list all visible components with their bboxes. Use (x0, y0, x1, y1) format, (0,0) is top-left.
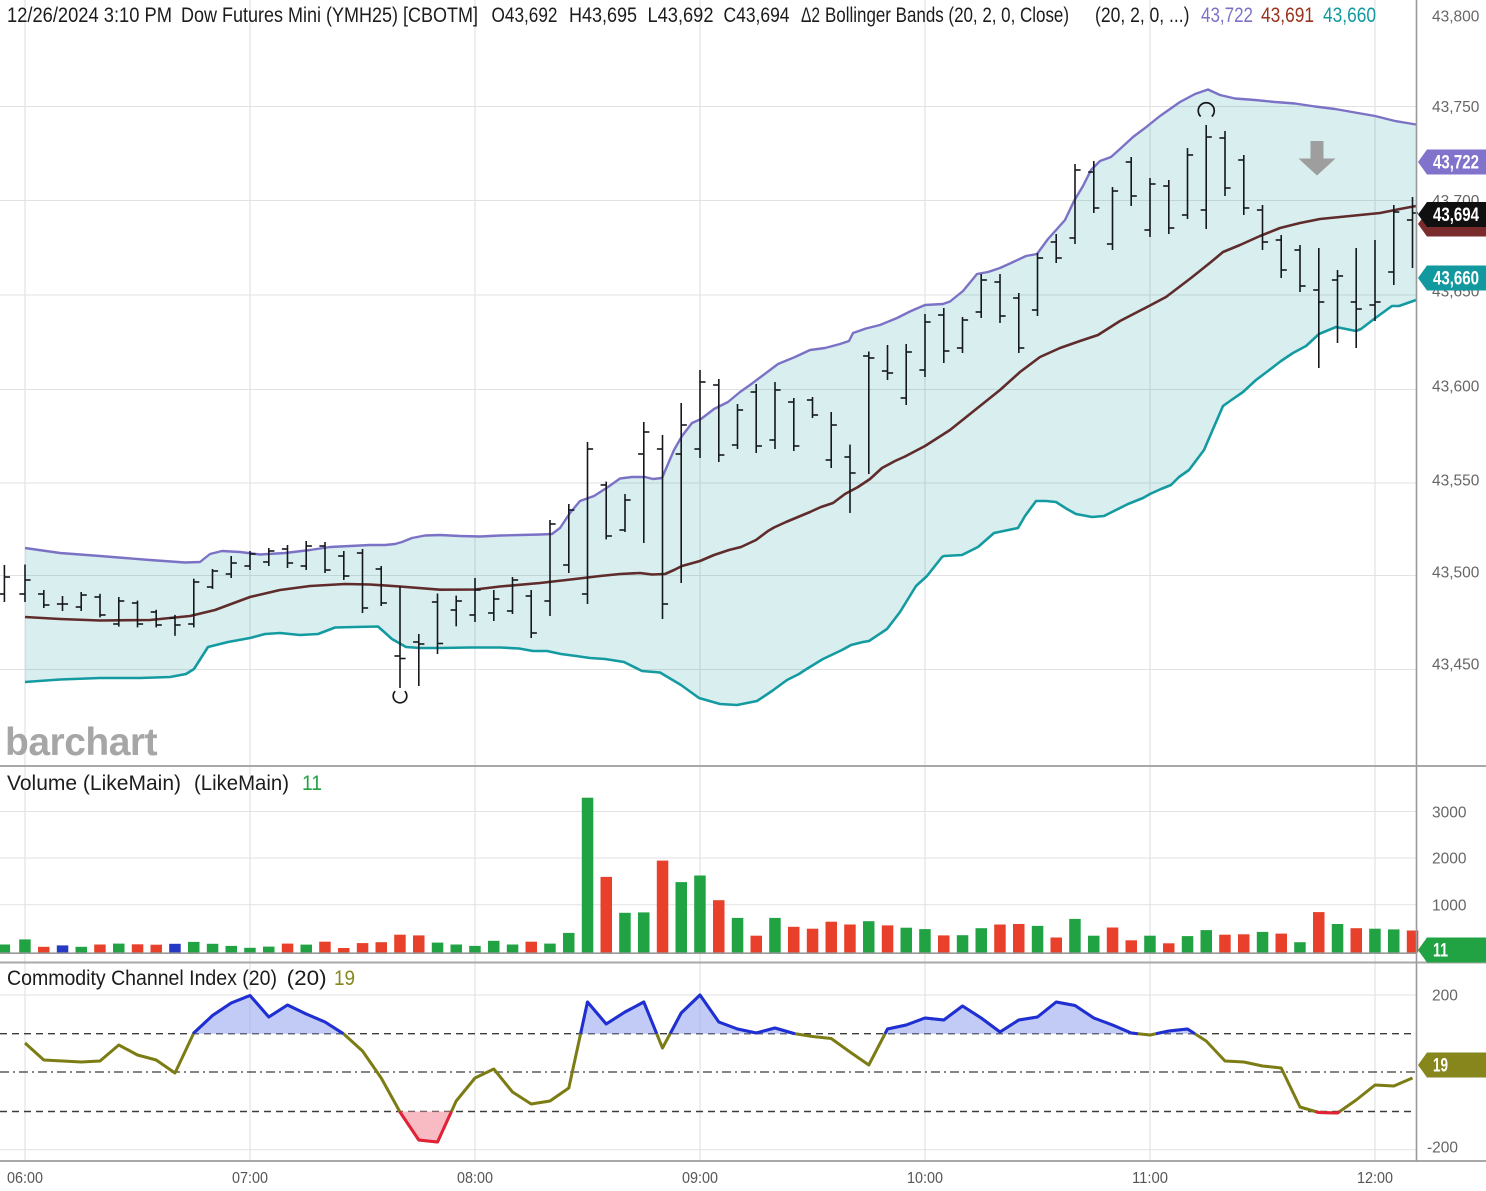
svg-text:43,800: 43,800 (1432, 9, 1480, 26)
svg-text:Volume (LikeMain): Volume (LikeMain) (7, 772, 181, 795)
svg-text:Δ2: Δ2 (801, 4, 820, 27)
svg-text:43,550: 43,550 (1432, 473, 1480, 490)
svg-text:Dow Futures Mini (YMH25) [CBOT: Dow Futures Mini (YMH25) [CBOTM] (181, 4, 478, 27)
svg-text:06:00: 06:00 (7, 1170, 43, 1187)
svg-text:3000: 3000 (1432, 805, 1467, 822)
svg-text:200: 200 (1432, 988, 1458, 1005)
svg-text:43,600: 43,600 (1432, 379, 1480, 396)
svg-text:-200: -200 (1427, 1139, 1458, 1156)
svg-text:43,500: 43,500 (1432, 565, 1480, 582)
svg-text:43,660: 43,660 (1433, 269, 1479, 290)
svg-text:Commodity Channel Index (20): Commodity Channel Index (20) (7, 967, 277, 990)
svg-text:C43,694: C43,694 (724, 4, 790, 27)
svg-text:H43,695: H43,695 (569, 4, 637, 27)
svg-text:(20): (20) (287, 967, 327, 990)
svg-text:43,722: 43,722 (1433, 153, 1479, 174)
svg-text:Bollinger Bands (20, 2, 0, Clo: Bollinger Bands (20, 2, 0, Close) (825, 4, 1069, 27)
svg-text:(20, 2, 0, ...): (20, 2, 0, ...) (1095, 4, 1190, 27)
svg-text:11: 11 (302, 772, 322, 795)
svg-text:1000: 1000 (1432, 898, 1467, 915)
svg-text:(LikeMain): (LikeMain) (194, 772, 289, 795)
svg-text:barchart: barchart (5, 721, 158, 764)
svg-text:43,450: 43,450 (1432, 657, 1480, 674)
svg-text:2000: 2000 (1432, 851, 1467, 868)
svg-text:10:00: 10:00 (907, 1170, 943, 1187)
svg-text:11: 11 (1433, 941, 1448, 962)
svg-text:08:00: 08:00 (457, 1170, 493, 1187)
svg-text:12/26/2024 3:10 PM: 12/26/2024 3:10 PM (7, 4, 172, 27)
svg-text:43,660: 43,660 (1323, 4, 1376, 27)
svg-text:L43,692: L43,692 (648, 4, 714, 27)
svg-text:11:00: 11:00 (1132, 1170, 1168, 1187)
svg-text:43,694: 43,694 (1433, 205, 1479, 226)
svg-text:07:00: 07:00 (232, 1170, 268, 1187)
svg-text:12:00: 12:00 (1357, 1170, 1393, 1187)
svg-text:43,691: 43,691 (1261, 4, 1314, 27)
svg-text:43,722: 43,722 (1201, 4, 1253, 27)
svg-text:O43,692: O43,692 (492, 4, 558, 27)
svg-text:19: 19 (1433, 1056, 1448, 1077)
svg-text:43,750: 43,750 (1432, 99, 1480, 116)
svg-text:09:00: 09:00 (682, 1170, 718, 1187)
svg-text:19: 19 (334, 967, 355, 990)
